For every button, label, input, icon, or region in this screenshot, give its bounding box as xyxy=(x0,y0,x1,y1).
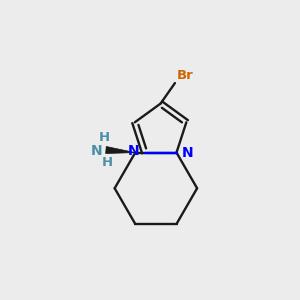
Text: N: N xyxy=(128,144,140,158)
Text: N: N xyxy=(182,146,194,160)
Text: H: H xyxy=(99,130,110,143)
Text: N: N xyxy=(91,144,102,158)
Polygon shape xyxy=(106,146,135,154)
Text: Br: Br xyxy=(176,69,193,82)
Text: H: H xyxy=(102,157,113,169)
